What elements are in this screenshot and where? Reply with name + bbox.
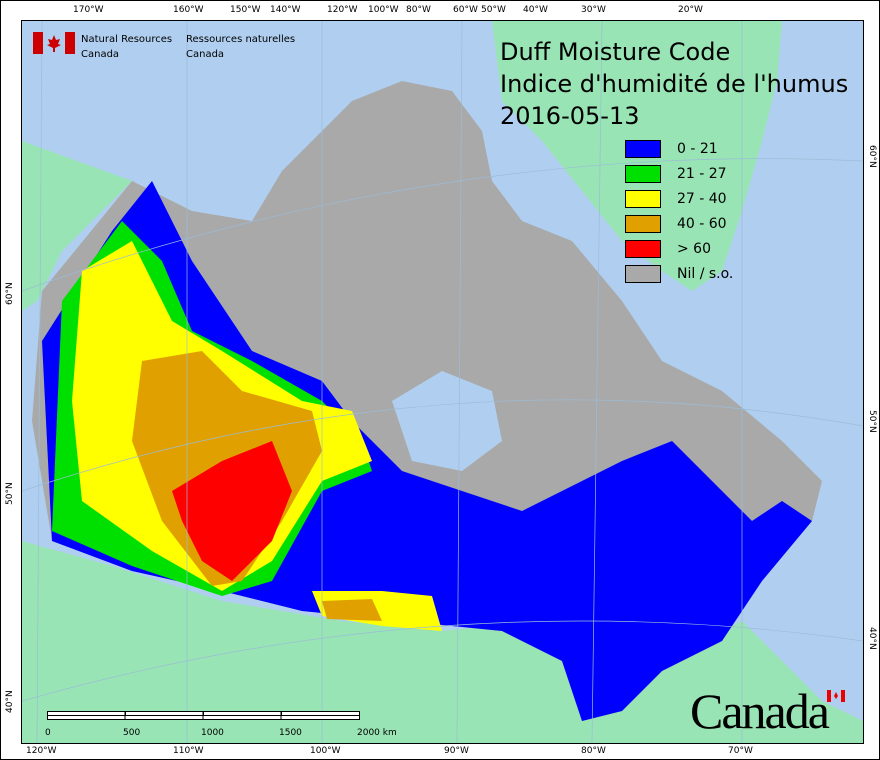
legend-item: 0 - 21 <box>625 136 733 161</box>
right-lat-tick: 50°N <box>867 410 877 433</box>
dmc-40-60-south <box>322 599 382 621</box>
legend-label: 0 - 21 <box>677 140 718 157</box>
legend-label: Nil / s.o. <box>677 265 734 282</box>
scale-label: 0 <box>45 728 51 738</box>
bottom-tick-label: 70°W <box>728 746 753 756</box>
legend-label: 27 - 40 <box>677 190 727 207</box>
left-lat-tick: 50°N <box>5 482 15 505</box>
legend-item: 27 - 40 <box>625 186 733 211</box>
agency-en: Natural Resources <box>81 34 173 45</box>
legend-label: 40 - 60 <box>677 215 727 232</box>
top-tick-label: 50°W <box>481 5 506 15</box>
scale-label: 500 <box>123 728 141 738</box>
title-fr: Indice d'humidité de l'humus <box>500 70 849 98</box>
canada-flag-icon <box>33 32 75 54</box>
bottom-tick-label: 90°W <box>444 746 469 756</box>
legend-swatch <box>625 164 661 183</box>
legend-item: 21 - 27 <box>625 161 733 186</box>
alaska <box>22 141 132 311</box>
usa <box>22 541 863 743</box>
scale-bar: 0 500 1000 1500 2000 km <box>45 706 397 738</box>
right-lat-tick: 60°N <box>867 145 877 168</box>
map-date: 2016-05-13 <box>500 102 640 130</box>
scale-label: 1000 <box>201 728 224 738</box>
canada-wordmark: Canada <box>690 682 845 740</box>
legend-label: > 60 <box>677 240 711 257</box>
top-tick-label: 60°W <box>453 5 478 15</box>
bottom-tick-label: 120°W <box>26 746 57 756</box>
top-tick-label: 140°W <box>270 5 301 15</box>
legend: 0 - 21 21 - 27 27 - 40 40 - 60 > 60 Nil / s.o… <box>625 136 733 286</box>
top-tick-label: 150°W <box>230 5 261 15</box>
dmc-gt-60 <box>172 441 292 581</box>
legend-swatch <box>625 189 661 208</box>
scale-label: 2000 km <box>357 728 397 738</box>
agency-en-2: Canada <box>81 49 120 60</box>
right-lat-tick: 40°N <box>867 627 877 650</box>
legend-swatch <box>625 239 661 258</box>
top-tick-label: 80°W <box>406 5 431 15</box>
agency-fr-2: Canada <box>186 49 225 60</box>
scale-label: 1500 <box>279 728 302 738</box>
top-tick-label: 120°W <box>327 5 358 15</box>
top-tick-label: 30°W <box>581 5 606 15</box>
left-lat-tick: 40°N <box>5 690 15 713</box>
legend-label: 21 - 27 <box>677 165 727 182</box>
agency-fr: Ressources naturelles <box>186 34 296 45</box>
top-tick-label: 170°W <box>73 5 104 15</box>
hudson-bay <box>392 371 502 471</box>
top-tick-label: 40°W <box>523 5 548 15</box>
title-en: Duff Moisture Code <box>500 38 731 66</box>
wordmark-flag-icon <box>827 690 845 702</box>
bottom-tick-label: 80°W <box>581 746 606 756</box>
bottom-tick-label: 110°W <box>173 746 204 756</box>
legend-item: > 60 <box>625 236 733 261</box>
map-title: Duff Moisture Code Indice d'humidité de … <box>500 36 848 132</box>
graticule <box>22 21 863 743</box>
top-tick-label: 100°W <box>368 5 399 15</box>
top-tick-label: 20°W <box>678 5 703 15</box>
left-lat-tick: 60°N <box>5 282 15 305</box>
map-canvas <box>21 20 864 744</box>
bottom-tick-label: 100°W <box>310 746 341 756</box>
legend-item: 40 - 60 <box>625 211 733 236</box>
legend-swatch <box>625 214 661 233</box>
legend-item: Nil / s.o. <box>625 261 733 286</box>
scale-bar-graphic <box>47 711 360 720</box>
top-tick-label: 160°W <box>173 5 204 15</box>
legend-swatch <box>625 264 661 283</box>
legend-swatch <box>625 139 661 158</box>
